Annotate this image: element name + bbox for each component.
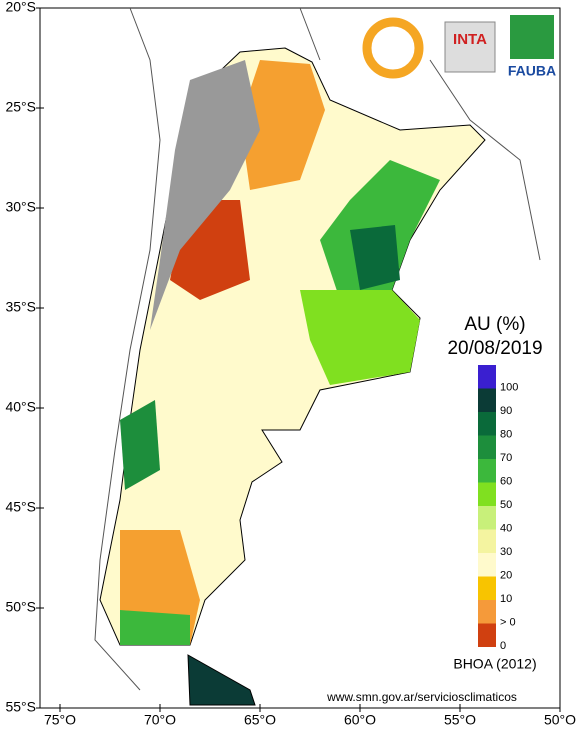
- legend-swatch: [478, 529, 496, 553]
- legend-swatch: [478, 412, 496, 436]
- model: BHOA (2012): [453, 656, 536, 672]
- lat-label: 25°S: [5, 99, 36, 115]
- legend-label: 70: [500, 452, 512, 464]
- andes: [150, 60, 260, 330]
- legend-label: 80: [500, 428, 512, 440]
- date: 20/08/2019: [447, 338, 542, 359]
- legend-label: 0: [500, 640, 506, 652]
- wet-zone: [300, 290, 420, 385]
- url: www.smn.gov.ar/serviciosclimaticos: [326, 690, 517, 704]
- legend-label: 40: [500, 522, 512, 534]
- lat-label: 50°S: [5, 599, 36, 615]
- legend-label: 10: [500, 593, 512, 605]
- lon-label: 55°O: [444, 712, 476, 728]
- legend-swatch: [478, 553, 496, 577]
- lat-label: 40°S: [5, 399, 36, 415]
- logo-smn: [362, 17, 424, 79]
- lon-label: 50°O: [544, 712, 576, 728]
- borders: [94, 7, 541, 691]
- dry-zone: [240, 60, 325, 190]
- legend-swatch: [478, 459, 496, 483]
- legend-swatch: [478, 600, 496, 624]
- legend-swatch: [478, 506, 496, 530]
- wet-zone: [120, 610, 190, 645]
- tierra-del-fuego: [187, 654, 256, 706]
- legend-swatch: [478, 576, 496, 600]
- logo-inta-box: [444, 21, 496, 73]
- lon-label: 60°O: [344, 712, 376, 728]
- legend-label: 30: [500, 546, 512, 558]
- legend-label: 50: [500, 499, 512, 511]
- legend-swatch: [478, 388, 496, 412]
- legend-label: 60: [500, 475, 512, 487]
- legend-label: 20: [500, 569, 512, 581]
- legend-swatch: [478, 623, 496, 647]
- lat-label: 45°S: [5, 499, 36, 515]
- legend-label: > 0: [500, 616, 516, 628]
- legend-swatch: [478, 365, 496, 389]
- lon-label: 70°O: [144, 712, 176, 728]
- logo-fauba-mark: [510, 15, 554, 59]
- legend-swatch: [478, 482, 496, 506]
- legend-label: 100: [500, 381, 518, 393]
- lat-label: 35°S: [5, 299, 36, 315]
- legend-swatch: [478, 435, 496, 459]
- legend-title: AU (%): [464, 314, 525, 335]
- wet-zone: [350, 225, 400, 290]
- logo-inta: INTA: [453, 31, 487, 48]
- lat-label: 30°S: [5, 199, 36, 215]
- lat-label: 20°S: [5, 0, 36, 15]
- legend-label: 90: [500, 405, 512, 417]
- logo-fauba: FAUBA: [508, 63, 556, 79]
- lat-label: 55°S: [5, 699, 36, 715]
- wet-zone: [120, 400, 160, 490]
- lon-label: 75°O: [44, 712, 76, 728]
- lon-label: 65°O: [244, 712, 276, 728]
